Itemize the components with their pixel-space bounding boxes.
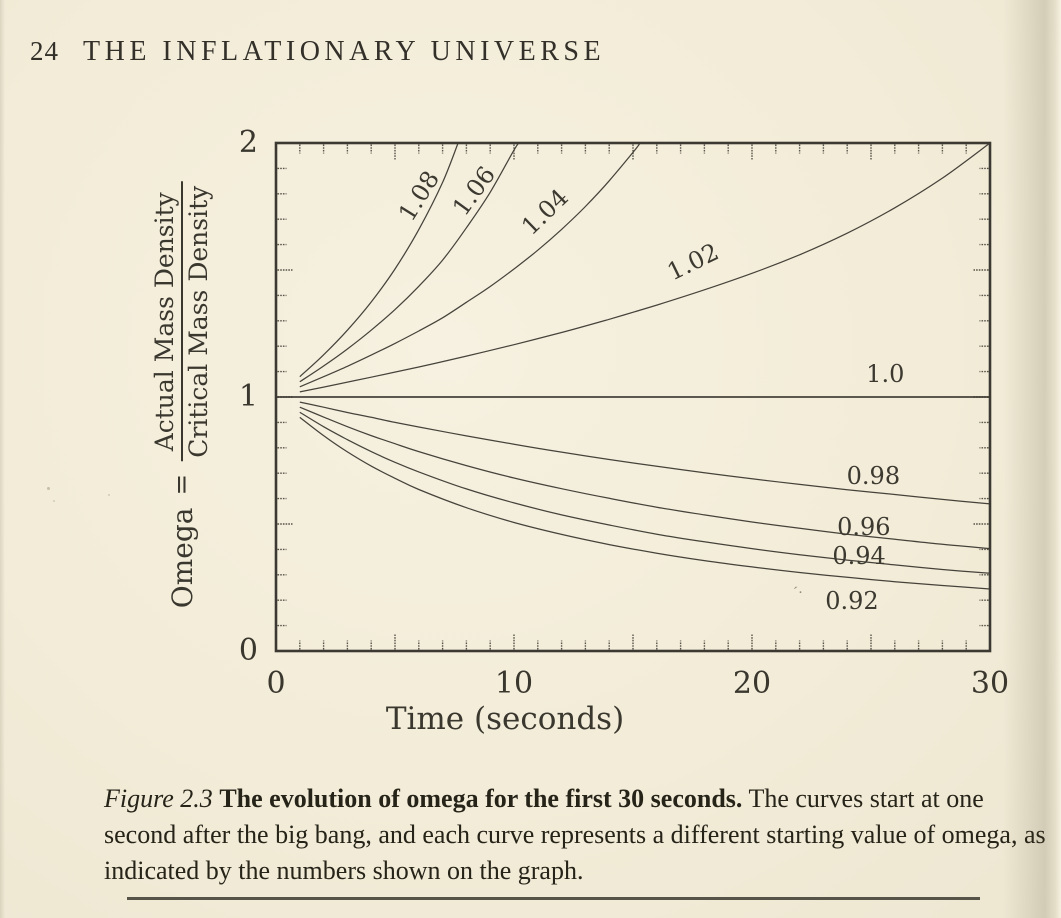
curve-label-1.0: 1.0 [866,360,905,389]
y-axis-label: Omega = Actual Mass Density Critical Mas… [150,181,214,609]
curve-1.04 [299,142,641,388]
scan-speck [47,487,50,490]
curve-1.08 [299,142,459,378]
density-fraction: Actual Mass Density Critical Mass Densit… [150,181,214,462]
curve-1.02 [299,142,991,393]
y-axis-omega-text: Omega [165,507,199,609]
fraction-numerator: Actual Mass Density [150,192,179,452]
running-head: THE INFLATIONARY UNIVERSE [83,36,606,67]
curve-1.06 [299,142,520,383]
tick-marks [277,144,989,650]
page-header: 24 THE INFLATIONARY UNIVERSE [30,36,605,68]
y-tick-label-2: 2 [238,125,258,160]
page-number: 24 [30,36,59,66]
equals-sign: = [167,473,197,496]
scan-speck [108,494,110,496]
curve-0.92 [299,416,991,590]
bottom-rule [127,897,980,900]
x-tick-label-0: 0 [266,666,286,701]
scan-speck [53,500,55,502]
figure-caption: Figure 2.3 The evolution of omega for th… [104,781,1060,889]
x-tick-label-20: 20 [732,666,772,701]
curve-label-0.96: 0.96 [837,512,891,541]
x-tick-label-10: 10 [494,666,534,701]
scan-artifact-mark: ´· [793,585,803,601]
fraction-bar [181,181,183,462]
caption-body: The curves start at one second after the… [104,784,1046,885]
y-tick-label-0: 0 [238,633,258,668]
curve-0.94 [299,411,991,574]
x-tick-label-30: 30 [970,666,1010,701]
fraction-denominator: Critical Mass Density [184,185,213,458]
curve-0.96 [299,406,991,550]
caption-title: The evolution of omega for the first 30 … [219,784,743,813]
x-axis-label: Time (seconds) [385,701,625,737]
data-curves [276,142,991,590]
curve-label-0.94: 0.94 [832,541,886,570]
y-tick-label-1: 1 [238,379,258,414]
curve-0.98 [299,401,991,505]
caption-figure-label: Figure 2.3 [104,784,213,813]
curve-label-0.98: 0.98 [846,461,901,490]
curve-label-0.92: 0.92 [825,586,879,615]
